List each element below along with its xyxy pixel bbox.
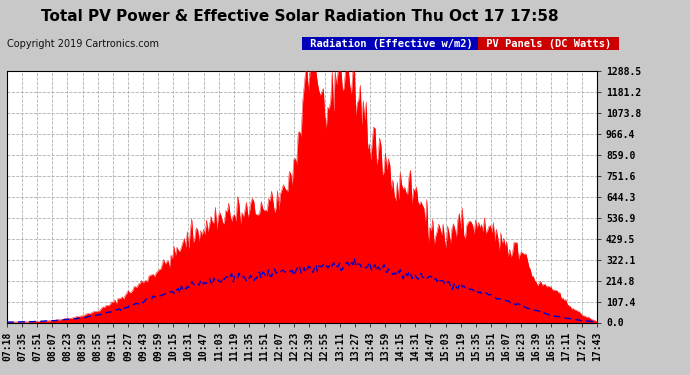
Text: PV Panels (DC Watts): PV Panels (DC Watts)	[480, 39, 617, 49]
Text: Radiation (Effective w/m2): Radiation (Effective w/m2)	[304, 39, 479, 49]
Text: Total PV Power & Effective Solar Radiation Thu Oct 17 17:58: Total PV Power & Effective Solar Radiati…	[41, 9, 559, 24]
Text: Copyright 2019 Cartronics.com: Copyright 2019 Cartronics.com	[7, 39, 159, 50]
